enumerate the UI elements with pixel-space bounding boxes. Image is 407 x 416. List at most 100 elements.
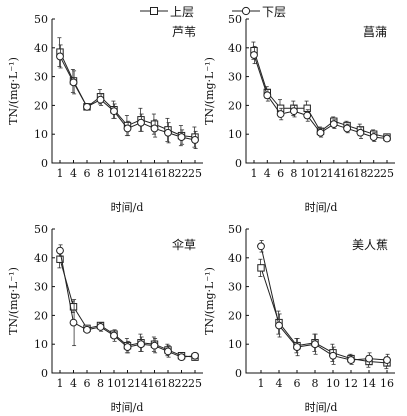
y-tick-label: 0 — [41, 157, 48, 170]
data-point-circle — [311, 340, 319, 349]
y-tick-label: 20 — [228, 309, 242, 322]
data-point-circle — [383, 356, 391, 364]
data-point-circle — [369, 133, 378, 141]
data-point-circle — [356, 128, 365, 137]
panel-luwei-xticks: 1 4 6 8 10 12 14 16 18 22 25 — [57, 160, 202, 180]
x-tick-label: 1 — [258, 377, 265, 390]
legend-upper-label: 上层 — [170, 5, 194, 19]
x-tick-label: 12 — [121, 377, 135, 390]
series-lower — [257, 240, 391, 367]
x-tick-label: 14 — [362, 377, 376, 390]
panel-meirenjiao-xticks: 1 4 6 8 10 12 14 16 — [258, 370, 394, 390]
y-tick-label: 30 — [228, 281, 242, 294]
data-point-circle — [164, 347, 172, 356]
data-point-circle — [96, 95, 105, 104]
data-point-circle — [263, 91, 272, 100]
panel-meirenjiao-series — [257, 240, 391, 370]
x-tick-label: 8 — [97, 167, 104, 180]
data-point-circle — [96, 323, 105, 331]
panel-meirenjiao-yticks: 0 10 20 30 40 50 — [228, 223, 249, 380]
y-tick-label: 40 — [34, 42, 48, 55]
data-point-circle — [150, 124, 159, 133]
x-tick-label: 16 — [380, 377, 394, 390]
data-point-circle — [110, 331, 118, 340]
panel-changpu-series — [250, 41, 391, 143]
panel-sancao-series — [56, 244, 199, 362]
y-tick-label: 0 — [235, 157, 242, 170]
x-tick-label: 25 — [188, 377, 202, 390]
data-point-circle — [365, 354, 373, 363]
panel-luwei-ylabel: TN/(mg·L⁻¹) — [7, 57, 20, 125]
x-tick-label: 12 — [314, 167, 328, 180]
data-point-circle — [257, 242, 265, 251]
data-point-circle — [137, 340, 145, 349]
y-tick-label: 30 — [228, 71, 242, 84]
x-tick-label: 8 — [290, 167, 297, 180]
x-tick-label: 6 — [277, 167, 284, 180]
panel-luwei-axes — [51, 19, 203, 164]
panel-changpu-ylabel: TN/(mg·L⁻¹) — [203, 57, 216, 125]
x-tick-label: 10 — [326, 377, 340, 390]
x-tick-label: 25 — [380, 167, 394, 180]
x-tick-label: 12 — [121, 167, 135, 180]
y-tick-label: 30 — [34, 71, 48, 84]
x-tick-label: 12 — [344, 377, 358, 390]
series-line — [253, 50, 388, 138]
x-tick-label: 6 — [84, 167, 91, 180]
x-tick-label: 14 — [134, 377, 148, 390]
x-tick-label: 22 — [175, 167, 189, 180]
data-point-circle — [191, 351, 199, 360]
panel-changpu-title: 菖蒲 — [363, 25, 387, 39]
series-line — [260, 246, 388, 361]
data-point-circle — [177, 133, 186, 141]
series-line — [253, 54, 388, 140]
data-point-circle — [316, 128, 325, 137]
x-tick-label: 8 — [97, 377, 104, 390]
panel-sancao-yticks: 0 10 20 30 40 50 — [34, 223, 55, 380]
x-tick-label: 10 — [107, 377, 121, 390]
data-point-square — [257, 264, 265, 272]
y-tick-label: 40 — [228, 42, 242, 55]
series-lower — [56, 44, 199, 150]
x-tick-label: 10 — [107, 167, 121, 180]
x-tick-label: 6 — [84, 377, 91, 390]
legend-lower-marker — [241, 6, 251, 16]
data-point-circle — [329, 120, 338, 129]
x-tick-label: 6 — [294, 377, 301, 390]
x-tick-label: 18 — [161, 377, 175, 390]
panel-luwei-yticks: 0 10 20 30 40 50 — [34, 13, 55, 170]
data-point-circle — [83, 102, 91, 111]
data-point-circle — [383, 134, 391, 143]
data-point-circle — [347, 356, 355, 364]
x-tick-label: 10 — [300, 167, 314, 180]
x-tick-label: 14 — [327, 167, 341, 180]
y-tick-label: 50 — [34, 223, 48, 236]
panel-sancao-xticks: 1 4 6 8 10 12 14 16 18 22 25 — [57, 370, 202, 390]
y-tick-label: 30 — [34, 281, 48, 294]
data-point-circle — [191, 136, 199, 144]
x-tick-label: 4 — [264, 167, 271, 180]
panel-luwei-series — [56, 37, 199, 150]
y-tick-label: 50 — [228, 223, 242, 236]
data-point-circle — [56, 52, 64, 61]
x-tick-label: 16 — [148, 377, 162, 390]
x-tick-label: 18 — [161, 167, 175, 180]
panel-luwei-axis-lines — [51, 19, 203, 164]
data-point-circle — [293, 343, 301, 351]
x-tick-label: 4 — [70, 167, 77, 180]
panel-meirenjiao-title: 美人蕉 — [352, 238, 388, 252]
y-tick-label: 50 — [34, 13, 48, 26]
panel-sancao-xlabel: 时间/d — [111, 401, 144, 414]
y-tick-label: 0 — [235, 367, 242, 380]
panel-meirenjiao-ylabel: TN/(mg·L⁻¹) — [203, 267, 216, 335]
x-tick-label: 8 — [312, 377, 319, 390]
data-point-circle — [69, 318, 78, 327]
data-point-circle — [123, 343, 132, 351]
x-tick-label: 16 — [148, 167, 162, 180]
data-point-circle — [83, 325, 91, 334]
